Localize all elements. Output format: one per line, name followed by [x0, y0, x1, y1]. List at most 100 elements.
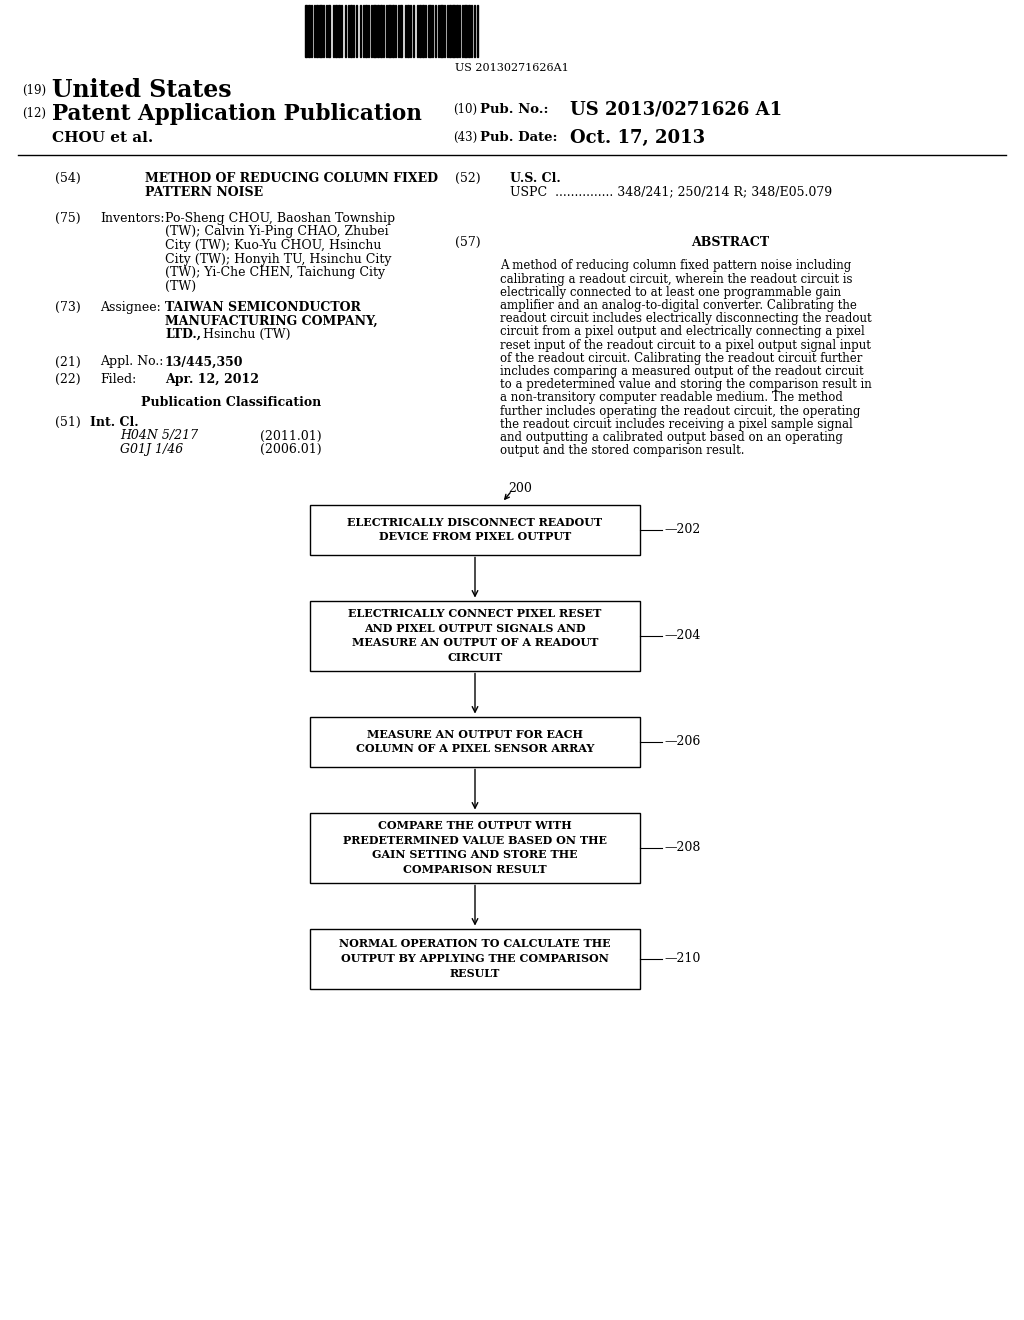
Bar	[468, 5, 470, 57]
Text: reset input of the readout circuit to a pixel output signal input: reset input of the readout circuit to a …	[500, 339, 870, 351]
Bar	[452, 5, 455, 57]
Text: ELECTRICALLY DISCONNECT READOUT
DEVICE FROM PIXEL OUTPUT: ELECTRICALLY DISCONNECT READOUT DEVICE F…	[347, 516, 602, 543]
Text: Publication Classification: Publication Classification	[141, 396, 322, 409]
Text: METHOD OF REDUCING COLUMN FIXED: METHOD OF REDUCING COLUMN FIXED	[145, 172, 438, 185]
Text: MANUFACTURING COMPANY,: MANUFACTURING COMPANY,	[165, 314, 378, 327]
Text: 200: 200	[508, 483, 531, 495]
Text: U.S. Cl.: U.S. Cl.	[510, 172, 561, 185]
Text: (2006.01): (2006.01)	[260, 444, 322, 455]
Text: (54): (54)	[55, 172, 81, 185]
Text: a non-transitory computer readable medium. The method: a non-transitory computer readable mediu…	[500, 392, 843, 404]
Text: (73): (73)	[55, 301, 81, 314]
Text: amplifier and an analog-to-digital converter. Calibrating the: amplifier and an analog-to-digital conve…	[500, 300, 857, 312]
Text: includes comparing a measured output of the readout circuit: includes comparing a measured output of …	[500, 366, 863, 378]
Text: H04N 5/217: H04N 5/217	[120, 429, 198, 442]
Text: calibrating a readout circuit, wherein the readout circuit is: calibrating a readout circuit, wherein t…	[500, 273, 853, 285]
Bar	[316, 5, 318, 57]
Text: Int. Cl.: Int. Cl.	[90, 416, 138, 429]
Text: (TW): (TW)	[165, 280, 197, 293]
Text: LTD.,: LTD.,	[165, 327, 201, 341]
Text: further includes operating the readout circuit, the operating: further includes operating the readout c…	[500, 405, 860, 417]
Text: Oct. 17, 2013: Oct. 17, 2013	[570, 129, 706, 147]
Text: Inventors:: Inventors:	[100, 213, 165, 224]
Bar	[338, 5, 340, 57]
Text: TAIWAN SEMICONDUCTOR: TAIWAN SEMICONDUCTOR	[165, 301, 360, 314]
Text: PATTERN NOISE: PATTERN NOISE	[145, 186, 263, 198]
Text: MEASURE AN OUTPUT FOR EACH
COLUMN OF A PIXEL SENSOR ARRAY: MEASURE AN OUTPUT FOR EACH COLUMN OF A P…	[355, 729, 594, 754]
Bar	[310, 928, 640, 989]
Text: (TW); Calvin Yi-Ping CHAO, Zhubei: (TW); Calvin Yi-Ping CHAO, Zhubei	[165, 226, 389, 239]
Text: Hsinchu (TW): Hsinchu (TW)	[203, 327, 291, 341]
Text: COMPARE THE OUTPUT WITH
PREDETERMINED VALUE BASED ON THE
GAIN SETTING AND STORE : COMPARE THE OUTPUT WITH PREDETERMINED VA…	[343, 820, 607, 875]
Bar	[400, 5, 402, 57]
Text: City (TW); Honyih TU, Hsinchu City: City (TW); Honyih TU, Hsinchu City	[165, 252, 391, 265]
Bar	[308, 5, 310, 57]
Bar	[310, 504, 640, 554]
Bar	[310, 813, 640, 883]
Text: —204: —204	[664, 630, 700, 642]
Bar	[407, 5, 409, 57]
Text: (22): (22)	[55, 374, 81, 385]
Bar	[388, 5, 391, 57]
Text: (75): (75)	[55, 213, 81, 224]
Bar	[335, 5, 337, 57]
Text: United States: United States	[52, 78, 231, 102]
Text: CHOU et al.: CHOU et al.	[52, 131, 154, 145]
Text: Assignee:: Assignee:	[100, 301, 161, 314]
Text: Patent Application Publication: Patent Application Publication	[52, 103, 422, 125]
Bar	[310, 717, 640, 767]
Text: to a predetermined value and storing the comparison result in: to a predetermined value and storing the…	[500, 379, 871, 391]
Bar	[328, 5, 330, 57]
Text: (21): (21)	[55, 355, 81, 368]
Text: G01J 1/46: G01J 1/46	[120, 444, 183, 455]
Bar	[422, 5, 424, 57]
Text: City (TW); Kuo-Yu CHOU, Hsinchu: City (TW); Kuo-Yu CHOU, Hsinchu	[165, 239, 381, 252]
Text: electrically connected to at least one programmable gain: electrically connected to at least one p…	[500, 286, 841, 298]
Bar	[350, 5, 352, 57]
Text: output and the stored comparison result.: output and the stored comparison result.	[500, 445, 744, 457]
Text: NORMAL OPERATION TO CALCULATE THE
OUTPUT BY APPLYING THE COMPARISON
RESULT: NORMAL OPERATION TO CALCULATE THE OUTPUT…	[339, 939, 610, 978]
Text: of the readout circuit. Calibrating the readout circuit further: of the readout circuit. Calibrating the …	[500, 352, 862, 364]
Text: (52): (52)	[455, 172, 480, 185]
Bar	[449, 5, 451, 57]
Bar	[377, 5, 379, 57]
Text: (12): (12)	[22, 107, 46, 120]
Text: ABSTRACT: ABSTRACT	[691, 236, 770, 249]
Bar	[419, 5, 421, 57]
Text: US 2013/0271626 A1: US 2013/0271626 A1	[570, 102, 782, 119]
Bar	[392, 5, 394, 57]
Text: —210: —210	[664, 952, 700, 965]
Text: Apr. 12, 2012: Apr. 12, 2012	[165, 374, 259, 385]
Text: —206: —206	[664, 735, 700, 748]
Text: 13/445,350: 13/445,350	[165, 355, 244, 368]
Text: readout circuit includes electrically disconnecting the readout: readout circuit includes electrically di…	[500, 313, 871, 325]
Text: and outputting a calibrated output based on an operating: and outputting a calibrated output based…	[500, 432, 843, 444]
Text: Pub. No.:: Pub. No.:	[480, 103, 549, 116]
Text: Po-Sheng CHOU, Baoshan Township: Po-Sheng CHOU, Baoshan Township	[165, 213, 395, 224]
Bar	[428, 5, 431, 57]
Bar	[365, 5, 367, 57]
Bar	[456, 5, 458, 57]
Text: (2011.01): (2011.01)	[260, 429, 322, 442]
Bar	[305, 5, 307, 57]
Text: A method of reducing column fixed pattern noise including: A method of reducing column fixed patter…	[500, 260, 851, 272]
Text: (19): (19)	[22, 84, 46, 96]
Bar	[464, 5, 467, 57]
Text: Filed:: Filed:	[100, 374, 136, 385]
Text: circuit from a pixel output and electrically connecting a pixel: circuit from a pixel output and electric…	[500, 326, 864, 338]
Text: (TW); Yi-Che CHEN, Taichung City: (TW); Yi-Che CHEN, Taichung City	[165, 267, 385, 279]
Text: (43): (43)	[453, 131, 477, 144]
Text: the readout circuit includes receiving a pixel sample signal: the readout circuit includes receiving a…	[500, 418, 853, 430]
Text: —202: —202	[664, 523, 700, 536]
Text: —208: —208	[664, 841, 700, 854]
Text: USPC  ............... 348/241; 250/214 R; 348/E05.079: USPC ............... 348/241; 250/214 R;…	[510, 186, 833, 198]
Text: (57): (57)	[455, 236, 480, 249]
Text: (51): (51)	[55, 416, 81, 429]
Bar	[319, 5, 322, 57]
Text: Appl. No.:: Appl. No.:	[100, 355, 164, 368]
Bar	[380, 5, 382, 57]
Text: (10): (10)	[453, 103, 477, 116]
Text: ELECTRICALLY CONNECT PIXEL RESET
AND PIXEL OUTPUT SIGNALS AND
MEASURE AN OUTPUT : ELECTRICALLY CONNECT PIXEL RESET AND PIX…	[348, 609, 602, 663]
Bar	[310, 601, 640, 671]
Bar	[373, 5, 376, 57]
